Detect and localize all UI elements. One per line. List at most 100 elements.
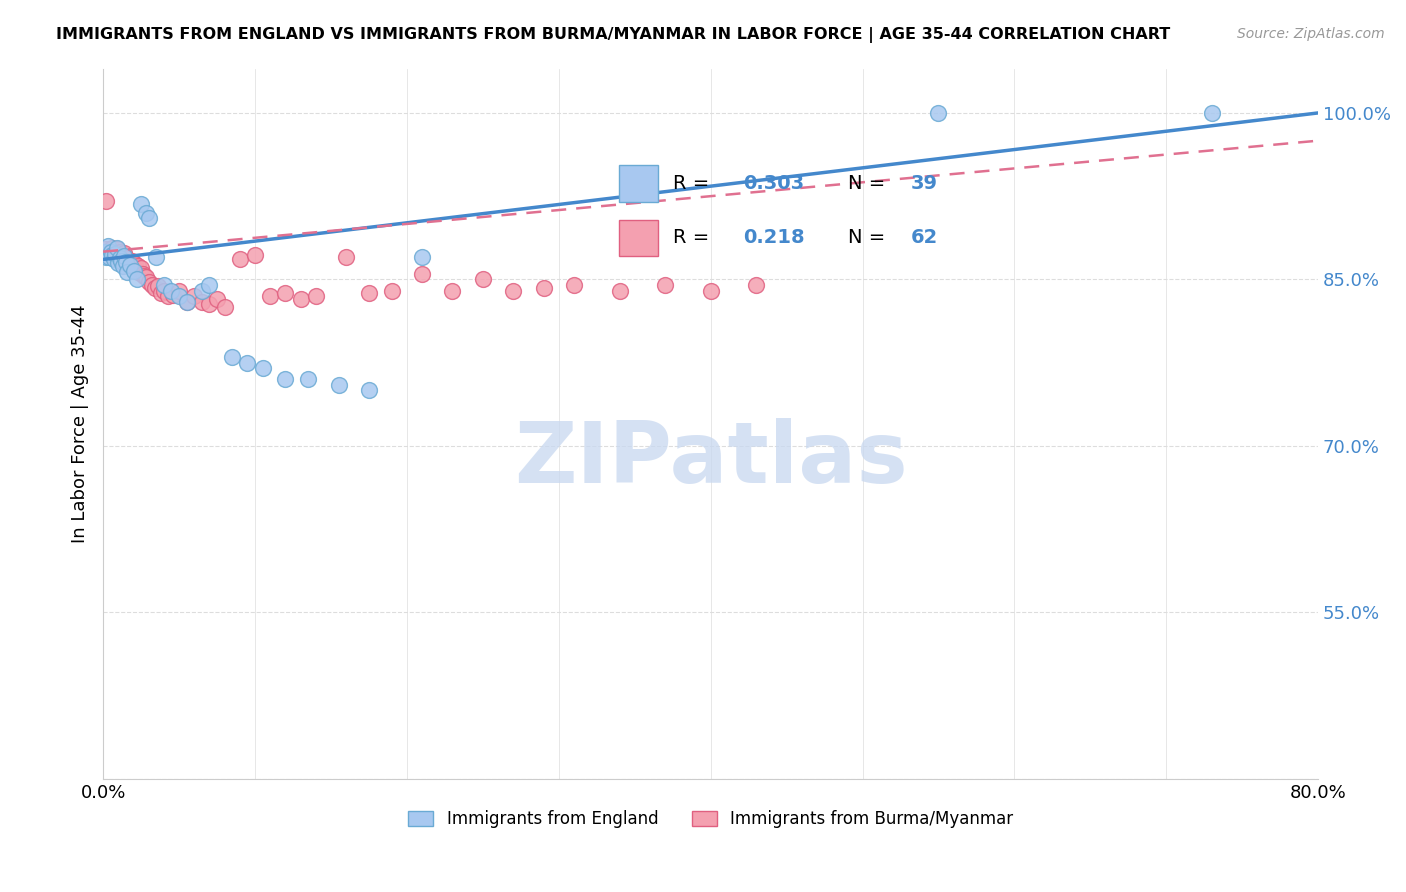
Point bbox=[533, 281, 555, 295]
Point bbox=[252, 361, 274, 376]
Point bbox=[153, 277, 176, 292]
Point bbox=[97, 239, 120, 253]
Point bbox=[105, 241, 128, 255]
Point bbox=[101, 248, 124, 262]
Point bbox=[117, 265, 139, 279]
Point bbox=[229, 252, 252, 267]
Point bbox=[129, 197, 152, 211]
Point bbox=[274, 285, 297, 300]
Point bbox=[176, 294, 198, 309]
Point bbox=[103, 252, 125, 267]
Point bbox=[98, 250, 121, 264]
Point bbox=[111, 248, 134, 262]
Point bbox=[502, 284, 524, 298]
Point bbox=[93, 243, 115, 257]
Point bbox=[290, 293, 312, 307]
Point bbox=[214, 300, 236, 314]
Point bbox=[112, 249, 135, 263]
Point bbox=[93, 244, 115, 259]
Legend: Immigrants from England, Immigrants from Burma/Myanmar: Immigrants from England, Immigrants from… bbox=[402, 803, 1019, 835]
Point bbox=[274, 372, 297, 386]
Point bbox=[98, 247, 121, 261]
Point bbox=[198, 277, 221, 292]
Point bbox=[146, 279, 169, 293]
Point bbox=[96, 250, 118, 264]
Point bbox=[745, 277, 768, 292]
Point bbox=[335, 250, 357, 264]
Point bbox=[108, 252, 131, 266]
Point bbox=[122, 260, 145, 275]
Point bbox=[654, 277, 676, 292]
Point bbox=[125, 272, 148, 286]
Point bbox=[141, 277, 163, 292]
Point bbox=[127, 259, 149, 273]
Point bbox=[138, 211, 160, 226]
Point bbox=[381, 284, 404, 298]
Text: ZIPatlas: ZIPatlas bbox=[513, 417, 907, 500]
Point bbox=[357, 384, 380, 398]
Point bbox=[101, 241, 124, 255]
Point bbox=[138, 275, 160, 289]
Point bbox=[160, 284, 183, 298]
Point bbox=[104, 247, 127, 261]
Point bbox=[328, 377, 350, 392]
Point bbox=[120, 258, 142, 272]
Point bbox=[121, 253, 143, 268]
Point bbox=[162, 288, 184, 302]
Point bbox=[699, 284, 721, 298]
Point bbox=[122, 263, 145, 277]
Point bbox=[117, 254, 139, 268]
Point bbox=[107, 248, 129, 262]
Point bbox=[120, 259, 142, 273]
Y-axis label: In Labor Force | Age 35-44: In Labor Force | Age 35-44 bbox=[72, 304, 89, 543]
Point bbox=[149, 285, 172, 300]
Point bbox=[115, 252, 138, 266]
Point bbox=[236, 356, 259, 370]
Point bbox=[1201, 106, 1223, 120]
Point bbox=[411, 250, 433, 264]
Point bbox=[96, 194, 118, 208]
Point bbox=[124, 257, 146, 271]
Point bbox=[167, 284, 190, 298]
Point bbox=[176, 294, 198, 309]
Point bbox=[609, 284, 631, 298]
Point bbox=[153, 284, 176, 298]
Point bbox=[297, 372, 319, 386]
Point bbox=[110, 252, 132, 266]
Point bbox=[111, 259, 134, 273]
Point bbox=[103, 244, 125, 259]
Point bbox=[104, 250, 127, 264]
Point bbox=[191, 284, 214, 298]
Point bbox=[145, 250, 167, 264]
Point bbox=[125, 263, 148, 277]
Point bbox=[305, 289, 328, 303]
Point bbox=[135, 206, 157, 220]
Point bbox=[167, 289, 190, 303]
Point bbox=[118, 256, 141, 270]
Point bbox=[205, 293, 228, 307]
Point bbox=[198, 297, 221, 311]
Point bbox=[562, 277, 585, 292]
Point bbox=[357, 285, 380, 300]
Text: Source: ZipAtlas.com: Source: ZipAtlas.com bbox=[1237, 27, 1385, 41]
Point bbox=[441, 284, 464, 298]
Point bbox=[100, 244, 122, 259]
Point bbox=[108, 244, 131, 259]
Point bbox=[129, 261, 152, 276]
Point bbox=[115, 254, 138, 268]
Point bbox=[97, 244, 120, 259]
Text: IMMIGRANTS FROM ENGLAND VS IMMIGRANTS FROM BURMA/MYANMAR IN LABOR FORCE | AGE 35: IMMIGRANTS FROM ENGLAND VS IMMIGRANTS FR… bbox=[56, 27, 1170, 43]
Point bbox=[134, 269, 156, 284]
Point bbox=[100, 249, 122, 263]
Point bbox=[221, 350, 243, 364]
Point bbox=[107, 256, 129, 270]
Point bbox=[157, 289, 180, 303]
Point bbox=[105, 243, 128, 257]
Point bbox=[110, 253, 132, 268]
Point bbox=[927, 106, 949, 120]
Point bbox=[411, 267, 433, 281]
Point bbox=[131, 267, 153, 281]
Point bbox=[243, 248, 266, 262]
Point bbox=[183, 289, 205, 303]
Point bbox=[135, 270, 157, 285]
